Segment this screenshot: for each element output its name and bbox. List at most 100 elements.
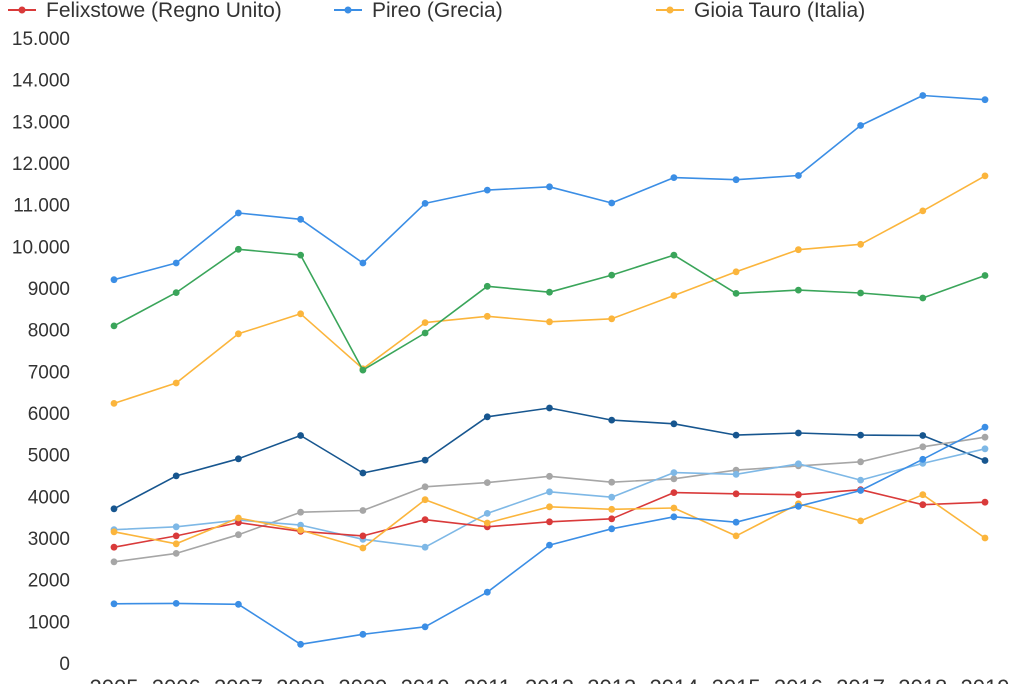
data-point [732,532,740,540]
x-tick-label: 2007 [214,675,263,684]
data-point [235,600,242,608]
data-point [608,478,616,486]
data-point [795,172,802,179]
data-point [172,472,180,480]
series-4 [110,404,989,513]
data-point [670,489,678,496]
series-9 [110,423,989,648]
data-point [670,251,678,259]
data-point [732,518,740,526]
series-layer [110,92,989,648]
data-point [981,498,989,506]
y-tick-label: 12.000 [12,154,70,175]
data-point [608,315,616,323]
series-8 [110,491,989,552]
data-point [421,456,429,464]
data-point [421,319,429,326]
data-point [670,513,678,521]
data-point [670,292,678,299]
x-tick-label: 2009 [338,675,387,684]
y-tick-label: 1000 [28,612,70,633]
x-tick-label: 2015 [712,675,761,684]
x-axis-tick-labels: 2005 2006 2007 2008 2009 2010 2011 2012 2013 2014… [90,675,1010,684]
data-point [919,455,927,463]
data-point [359,259,367,267]
data-point [732,268,740,276]
data-point [172,532,180,540]
x-tick-label: 2013 [587,675,636,684]
data-point [857,517,864,525]
y-tick-label: 11.000 [13,196,70,217]
data-point [297,526,304,534]
x-tick-label: 2019 [961,675,1010,684]
data-point [172,289,180,296]
data-point [297,521,304,529]
data-point [483,510,491,517]
data-point [483,519,491,527]
data-point [546,518,553,526]
data-point [608,271,616,279]
data-point [172,379,180,387]
data-point [732,176,740,184]
data-point [297,432,304,439]
data-point [919,501,927,509]
legend-item: Pireo (Grecia) [334,0,503,22]
data-point [608,493,616,501]
y-tick-label: 9000 [28,279,70,300]
data-point [172,540,180,548]
y-tick-label: 14.000 [12,71,70,92]
data-point [421,543,429,551]
data-point [857,431,864,439]
legend-label: Pireo (Grecia) [372,0,503,22]
legend: Felixstowe (Regno Unito) Pireo (Grecia) Gi… [8,0,865,22]
data-point [981,457,989,464]
data-point [608,505,616,513]
data-point [235,455,242,463]
data-point [981,96,989,104]
data-point [110,505,118,513]
data-point [795,429,802,437]
data-point [546,541,553,549]
data-point [110,600,118,608]
data-point [172,523,180,531]
data-point [546,183,553,191]
series-line [113,426,986,646]
data-point [670,469,678,476]
x-tick-label: 2006 [152,675,201,684]
legend-swatch-marker [344,6,352,14]
data-point [483,186,491,194]
data-point [110,558,118,566]
y-tick-label: 15.000 [12,29,70,50]
y-tick-label: 0 [59,654,70,675]
data-point [172,550,180,557]
data-point [981,534,989,542]
data-point [235,330,242,338]
legend-item: Felixstowe (Regno Unito) [8,0,282,22]
data-point [421,483,429,491]
data-point [732,470,740,478]
legend-item: Gioia Tauro (Italia) [656,0,865,22]
x-tick-label: 2012 [525,675,574,684]
y-tick-label: 4000 [28,487,70,508]
data-point [110,400,118,407]
data-point [297,508,304,516]
data-point [608,525,616,533]
data-point [670,504,678,512]
legend-swatch-marker [18,6,26,14]
data-point [359,469,367,477]
legend-swatch-marker [666,6,674,14]
series-2 [110,172,989,407]
data-point [981,445,989,453]
data-point [919,294,927,302]
data-point [795,246,802,254]
x-tick-label: 2005 [90,675,139,684]
data-point [421,329,429,337]
data-point [110,528,118,536]
x-tick-label: 2018 [898,675,947,684]
data-point [359,630,367,638]
series-6 [110,445,989,551]
data-point [608,199,616,207]
data-point [670,420,678,428]
series-1 [110,92,989,284]
